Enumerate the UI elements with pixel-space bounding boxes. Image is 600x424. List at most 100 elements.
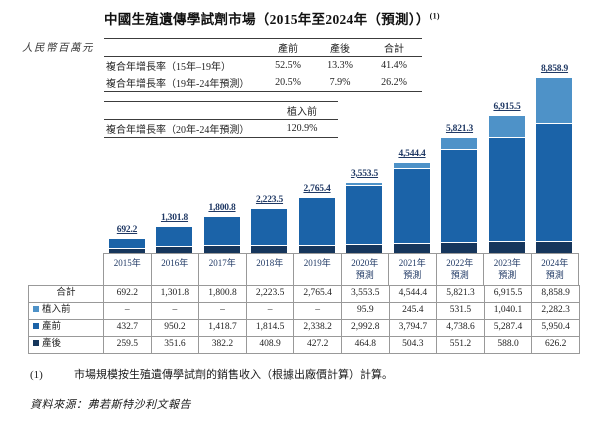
data-table-cell: 551.2 [437, 337, 485, 353]
bar-total-label: 692.2 [116, 225, 138, 236]
data-table-cell: – [104, 303, 152, 319]
cagr-table-prenatal-postnatal: 產前 產後 合計 複合年增長率（15年–19年） 52.5% 13.3% 41.… [104, 38, 422, 92]
data-table-row-header: 產後 [29, 337, 104, 353]
cagr1-row-label: 複合年增長率（15年–19年） [106, 62, 231, 73]
cagr1-value: 13.3% [327, 60, 353, 71]
bar-segment-植入前 [441, 138, 478, 149]
cagr1-value: 7.9% [329, 77, 351, 88]
cagr1-header-postnatal: 產後 [330, 44, 350, 55]
bar-segment-產前 [441, 148, 478, 243]
bar-total-label: 4,544.4 [398, 149, 426, 160]
data-table-cell: 8,858.9 [532, 286, 580, 302]
x-axis-label-line: 預測 [355, 270, 374, 281]
data-table-cell: – [247, 303, 295, 319]
legend-swatch-icon [33, 306, 39, 312]
bar-2021年預測 [393, 163, 430, 253]
x-axis-label-2023年預測: 2023年 預測 [484, 253, 532, 285]
bar-2017年 [203, 217, 240, 253]
chart-plot: 692.2 1,301.8 1,800.8 2,223.5 2,765.4 3,553.5… [103, 56, 580, 253]
x-axis-label-line: 2017年 [208, 258, 236, 268]
cagr1-header-row: 產前 產後 合計 [104, 38, 422, 57]
cagr1-corner [104, 39, 262, 57]
data-table-cell: 1,040.1 [485, 303, 533, 319]
data-table-cell: 2,992.8 [342, 320, 390, 336]
data-table-row-合計: 合計 692.2 1,301.8 1,800.8 2,223.5 2,765.4 3,553… [29, 286, 580, 303]
x-axis-label-2021年預測: 2021年 預測 [389, 253, 437, 285]
bar-segment-植入前 [488, 116, 525, 137]
cagr2-header-pre-implantation: 植入前 [287, 107, 317, 118]
data-table-cell: 259.5 [104, 337, 152, 353]
data-table-cell: – [152, 303, 200, 319]
bar-2015年 [108, 239, 145, 253]
data-table-cell: 427.2 [294, 337, 342, 353]
data-table-cell: 2,223.5 [247, 286, 295, 302]
cagr1-header-prenatal: 產前 [278, 44, 298, 55]
data-table-cell: 2,765.4 [294, 286, 342, 302]
title-footnote-marker: (1) [429, 11, 440, 21]
footnote-marker: (1) [30, 369, 43, 381]
cagr1-row-label: 複合年增長率（19年-24年預測） [106, 79, 250, 90]
data-table-cell: 95.9 [342, 303, 390, 319]
bar-2024年預測 [536, 78, 573, 253]
data-table-cell: 6,915.5 [485, 286, 533, 302]
bar-segment-產後 [251, 244, 288, 253]
data-table-cell: 432.7 [104, 320, 152, 336]
footnote: (1) 市場規模按生殖遺傳學試劑的銷售收入（根據出廠價計算）計算。 [30, 366, 590, 382]
bar-2016年 [156, 227, 193, 253]
bar-segment-產後 [156, 246, 193, 253]
bar-total-label: 8,858.9 [540, 64, 569, 74]
bar-2020年預測 [346, 182, 383, 253]
x-axis-label-2022年預測: 2022年 預測 [436, 253, 484, 285]
x-axis-label-line: 2018年 [256, 258, 284, 268]
bar-total-label: 1,800.8 [208, 203, 236, 214]
x-axis: 2015年 2016年 2017年 2018年 2019年 2020年 預測 2021年 預測 2… [103, 253, 581, 285]
data-table-cell: 245.4 [390, 303, 438, 319]
data-table-cell: 382.2 [199, 337, 247, 353]
data-table-cell: 1,800.8 [199, 286, 247, 302]
title-text: 中國生殖遺傳學試劑市場（2015年至2024年（預測）） [104, 12, 430, 27]
data-table-cell: 4,738.6 [437, 320, 485, 336]
data-table-cell: 5,287.4 [485, 320, 533, 336]
bar-segment-產後 [346, 243, 383, 253]
data-table-cell: 626.2 [532, 337, 580, 353]
bar-segment-產前 [346, 184, 383, 244]
data-table-cell: 1,301.8 [152, 286, 200, 302]
legend-swatch-icon [33, 340, 39, 346]
bar-total-label: 5,821.3 [445, 124, 474, 135]
data-table-cell: 1,814.5 [247, 320, 295, 336]
cagr1-header-total: 合計 [384, 44, 404, 55]
bar-2022年預測 [441, 138, 478, 253]
data-table-cell: 4,544.4 [390, 286, 438, 302]
cagr1-value: 20.5% [275, 77, 301, 88]
bar-segment-產前 [488, 136, 525, 242]
data-table-cell: 351.6 [152, 337, 200, 353]
x-axis-label-line: 預測 [545, 270, 564, 281]
x-axis-label-2018年: 2018年 [246, 253, 294, 285]
bar-total-label: 2,765.4 [303, 184, 331, 195]
data-table-row-header: 合計 [29, 286, 104, 302]
bar-segment-產前 [536, 123, 573, 241]
data-table-cell: 3,553.5 [342, 286, 390, 302]
x-axis-label-line: 2016年 [161, 258, 189, 268]
bar-total-label: 6,915.5 [493, 102, 521, 113]
data-table-cell: 5,950.4 [532, 320, 580, 336]
bar-segment-產後 [203, 245, 240, 253]
bar-segment-產前 [393, 168, 430, 244]
bar-total-label: 3,553.5 [350, 168, 379, 179]
x-axis-label-2016年: 2016年 [151, 253, 199, 285]
legend-swatch-icon [33, 323, 39, 329]
data-table-cell: 464.8 [342, 337, 390, 353]
x-axis-label-line: 2015年 [113, 258, 141, 268]
bar-segment-產前 [251, 209, 288, 245]
x-axis-label-line: 預測 [403, 270, 422, 281]
data-table-row-header: 產前 [29, 320, 104, 336]
x-axis-label-2017年: 2017年 [199, 253, 247, 285]
data-table-cell: 950.2 [152, 320, 200, 336]
data-table-cell: 2,338.2 [294, 320, 342, 336]
cagr1-row-19-24: 複合年增長率（19年-24年預測） 20.5% 7.9% 26.2% [104, 74, 422, 92]
cagr2-header-row: 植入前 [104, 101, 338, 120]
cagr1-value: 26.2% [381, 77, 407, 88]
bar-2019年 [298, 198, 335, 253]
bar-total-label: 1,301.8 [160, 213, 189, 224]
